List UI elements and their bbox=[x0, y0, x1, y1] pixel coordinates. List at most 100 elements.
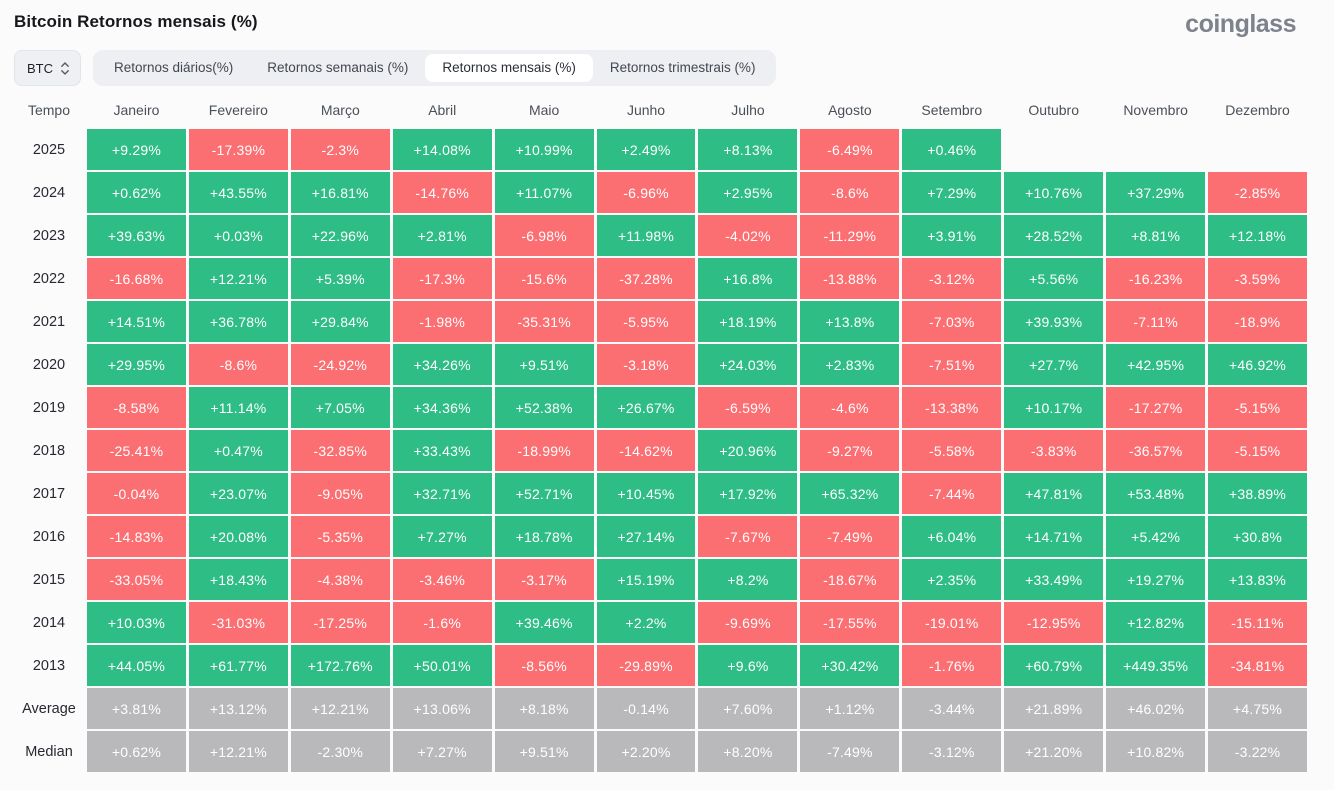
table-row-2013: 2013 +44.05% +61.77% +172.76% +50.01% -8.56% -… bbox=[14, 645, 1307, 686]
return-cell: -2.30% bbox=[290, 731, 390, 772]
return-cell: +65.32% bbox=[800, 473, 900, 514]
return-cell: +20.96% bbox=[698, 430, 798, 471]
return-cell: -3.46% bbox=[392, 559, 492, 600]
summary-row-label: Average bbox=[22, 700, 76, 717]
return-cell: -5.58% bbox=[902, 430, 1002, 471]
return-cell: -17.27% bbox=[1106, 387, 1206, 428]
return-cell: -6.98% bbox=[494, 215, 594, 256]
month-header: Fevereiro bbox=[208, 102, 268, 118]
year-label: 2019 bbox=[32, 399, 66, 416]
return-cell: -15.11% bbox=[1208, 602, 1307, 643]
coin-dropdown[interactable]: BTC bbox=[14, 50, 81, 86]
return-cell: +60.79% bbox=[1004, 645, 1104, 686]
updown-chevron-icon bbox=[60, 61, 70, 76]
return-cell: +28.52% bbox=[1004, 215, 1104, 256]
table-row-2019: 2019 -8.58% +11.14% +7.05% +34.36% +52.38% +26… bbox=[14, 387, 1307, 428]
year-label: 2020 bbox=[32, 356, 66, 373]
return-cell: +4.75% bbox=[1208, 688, 1307, 729]
empty-cell bbox=[1004, 129, 1103, 170]
return-cell: -7.67% bbox=[698, 516, 798, 557]
tab-3[interactable]: Retornos trimestrais (%) bbox=[609, 60, 756, 75]
return-cell: +0.47% bbox=[188, 430, 288, 471]
return-cell: +52.71% bbox=[494, 473, 594, 514]
return-cell: -3.59% bbox=[1208, 258, 1307, 299]
return-cell: +44.05% bbox=[87, 645, 186, 686]
return-cell: +6.04% bbox=[902, 516, 1002, 557]
controls-bar: BTC Retornos diários(%) Retornos semanais… bbox=[14, 50, 1334, 86]
return-cell: +21.20% bbox=[1004, 731, 1104, 772]
month-header: Junho bbox=[626, 102, 666, 118]
return-cell: +14.08% bbox=[392, 129, 492, 170]
return-cell: +61.77% bbox=[188, 645, 288, 686]
return-cell: +39.46% bbox=[494, 602, 594, 643]
table-row-2021: 2021 +14.51% +36.78% +29.84% -1.98% -35.31% -5… bbox=[14, 301, 1307, 342]
return-cell: +39.93% bbox=[1004, 301, 1104, 342]
return-cell: +42.95% bbox=[1106, 344, 1206, 385]
return-cell: +1.12% bbox=[800, 688, 900, 729]
return-cell: +12.21% bbox=[188, 258, 288, 299]
return-cell: +5.42% bbox=[1106, 516, 1206, 557]
return-cell: +37.29% bbox=[1106, 172, 1206, 213]
tab-2-active[interactable]: Retornos mensais (%) bbox=[425, 54, 593, 82]
return-cell: +13.06% bbox=[392, 688, 492, 729]
return-cell: -7.03% bbox=[902, 301, 1002, 342]
return-cell: -5.35% bbox=[290, 516, 390, 557]
summary-row-label: Median bbox=[25, 743, 73, 760]
return-cell: -9.27% bbox=[800, 430, 900, 471]
return-cell: -16.23% bbox=[1106, 258, 1206, 299]
return-cell: +9.51% bbox=[494, 344, 594, 385]
return-cell: +26.67% bbox=[596, 387, 696, 428]
return-cell: -4.02% bbox=[698, 215, 798, 256]
return-cell: -18.9% bbox=[1208, 301, 1307, 342]
return-cell: -4.38% bbox=[290, 559, 390, 600]
return-cell: -19.01% bbox=[902, 602, 1002, 643]
return-cell: +14.71% bbox=[1004, 516, 1104, 557]
table-row-average: Average +3.81% +13.12% +12.21% +13.06% +8.18%… bbox=[14, 688, 1307, 729]
return-cell: +9.51% bbox=[494, 731, 594, 772]
return-cell: +38.89% bbox=[1208, 473, 1307, 514]
return-cell: -12.95% bbox=[1004, 602, 1104, 643]
return-cell: +7.29% bbox=[902, 172, 1002, 213]
return-cell: +10.45% bbox=[596, 473, 696, 514]
return-cell: +5.39% bbox=[290, 258, 390, 299]
return-cell: -1.98% bbox=[392, 301, 492, 342]
return-cell: -34.81% bbox=[1208, 645, 1307, 686]
return-cell: -9.69% bbox=[698, 602, 798, 643]
month-header: Novembro bbox=[1123, 102, 1188, 118]
return-cell: +8.18% bbox=[494, 688, 594, 729]
return-cell: +16.8% bbox=[698, 258, 798, 299]
return-cell: +34.26% bbox=[392, 344, 492, 385]
return-cell: -15.6% bbox=[494, 258, 594, 299]
return-cell: +10.17% bbox=[1004, 387, 1104, 428]
return-cell: +7.27% bbox=[392, 731, 492, 772]
return-cell: -32.85% bbox=[290, 430, 390, 471]
return-cell: +2.35% bbox=[902, 559, 1002, 600]
table-row-2018: 2018 -25.41% +0.47% -32.85% +33.43% -18.99% -1… bbox=[14, 430, 1307, 471]
return-cell: -9.05% bbox=[290, 473, 390, 514]
return-cell: -8.6% bbox=[800, 172, 900, 213]
tab-0[interactable]: Retornos diários(%) bbox=[114, 60, 234, 75]
return-cell: +47.81% bbox=[1004, 473, 1104, 514]
return-cell: +0.46% bbox=[902, 129, 1002, 170]
return-cell: -11.29% bbox=[800, 215, 900, 256]
return-cell: -17.3% bbox=[392, 258, 492, 299]
empty-cell bbox=[1106, 129, 1205, 170]
month-header: Maio bbox=[528, 102, 560, 118]
return-cell: +12.18% bbox=[1208, 215, 1307, 256]
tab-1[interactable]: Retornos semanais (%) bbox=[267, 60, 409, 75]
table-row-median: Median +0.62% +12.21% -2.30% +7.27% +9.51% +2.… bbox=[14, 731, 1307, 772]
year-label: 2014 bbox=[32, 614, 66, 631]
month-header: Março bbox=[320, 102, 360, 118]
return-cell: +12.21% bbox=[290, 688, 390, 729]
return-cell: +449.35% bbox=[1106, 645, 1206, 686]
return-cell: +52.38% bbox=[494, 387, 594, 428]
return-cell: +2.2% bbox=[596, 602, 696, 643]
return-cell: -7.49% bbox=[800, 731, 900, 772]
return-cell: -0.04% bbox=[87, 473, 186, 514]
return-cell: +3.81% bbox=[87, 688, 186, 729]
empty-cell bbox=[1208, 129, 1307, 170]
return-cell: -29.89% bbox=[596, 645, 696, 686]
month-header: Setembro bbox=[921, 102, 983, 118]
return-cell: -14.76% bbox=[392, 172, 492, 213]
return-cell: +19.27% bbox=[1106, 559, 1206, 600]
